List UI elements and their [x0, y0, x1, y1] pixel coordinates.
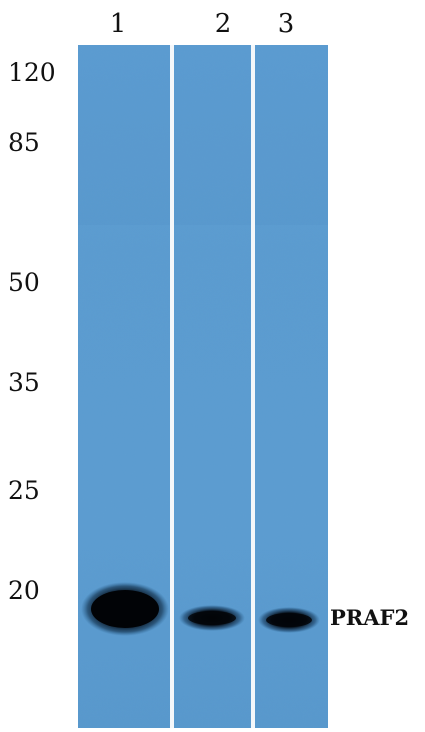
lane-number-1: 1	[109, 9, 127, 39]
lane-separator-1	[170, 45, 174, 728]
band-label-praf2: PRAF2	[330, 605, 410, 630]
mw-marker-85: 85	[8, 128, 40, 157]
mw-marker-35: 35	[8, 368, 40, 397]
mw-marker-25: 25	[8, 476, 40, 505]
band-lane-2-core	[188, 611, 236, 625]
band-lane-3-core	[266, 613, 312, 627]
lane-number-3: 3	[277, 9, 295, 39]
lane-number-2: 2	[214, 9, 232, 39]
mw-marker-50: 50	[8, 268, 40, 297]
mw-marker-20: 20	[8, 576, 40, 605]
band-lane-1-core	[91, 590, 159, 628]
lane-separator-2	[251, 45, 255, 728]
mw-marker-120: 120	[8, 58, 56, 87]
